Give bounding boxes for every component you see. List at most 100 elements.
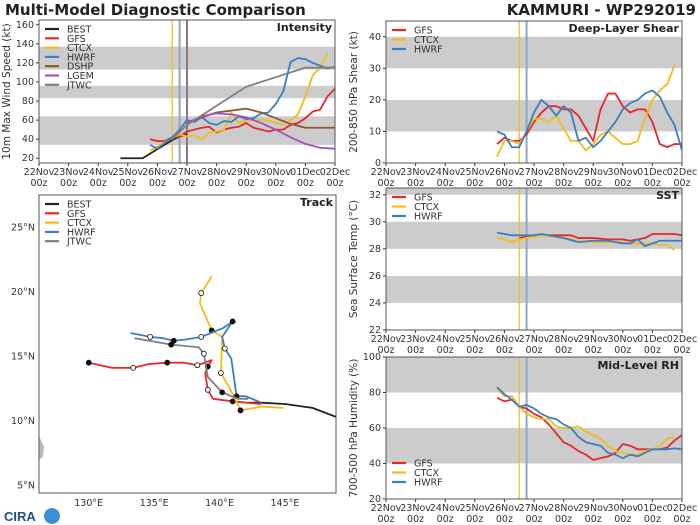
x-tick-label: 00z bbox=[525, 178, 542, 189]
track-point-marker bbox=[229, 318, 236, 325]
sst-panel: 22Nov00z23Nov00z24Nov00z25Nov00z26Nov00z… bbox=[348, 187, 697, 356]
y-tick-label: 40 bbox=[22, 134, 34, 145]
track-point-marker bbox=[217, 370, 224, 376]
panel-title: Track bbox=[300, 196, 334, 209]
legend-label: CTCX bbox=[414, 468, 440, 479]
legend-label: GFS bbox=[67, 34, 86, 45]
x-tick-label: 30Nov bbox=[607, 503, 638, 514]
x-tick-label: 00z bbox=[644, 178, 661, 189]
x-tick-label: 00z bbox=[496, 514, 513, 525]
legend-label: GFS bbox=[414, 193, 433, 204]
series-line-gfs bbox=[496, 92, 682, 149]
x-tick-label: 27Nov bbox=[519, 167, 550, 178]
legend-label: DSHP bbox=[67, 62, 93, 73]
y-axis-label: Sea Surface Temp (°C) bbox=[348, 200, 360, 318]
panel-title: SST bbox=[656, 189, 679, 202]
x-tick-label: 00z bbox=[555, 514, 572, 525]
x-tick-label: 00z bbox=[407, 514, 424, 525]
y-axis-label: 700-500 hPa Humidity (%) bbox=[348, 359, 360, 498]
legend-label: HWRF bbox=[414, 45, 443, 56]
shaded-band bbox=[386, 428, 682, 464]
x-tick-label: 26Nov bbox=[489, 503, 520, 514]
legend-label: GFS bbox=[414, 459, 433, 470]
cira-logo-text: CIRA bbox=[4, 509, 36, 524]
shaded-band bbox=[386, 188, 682, 195]
track-point-marker bbox=[237, 407, 244, 414]
series-line-ctcx bbox=[199, 275, 284, 412]
y-tick-label: 160 bbox=[16, 20, 34, 31]
x-tick-label: 23Nov bbox=[400, 167, 431, 178]
y-tick-label: 20 bbox=[22, 153, 34, 164]
y-tick-label: 26 bbox=[369, 271, 381, 282]
series-line-hwrf bbox=[496, 89, 682, 151]
plot-frame bbox=[385, 187, 683, 331]
legend-label: BEST bbox=[67, 200, 92, 211]
x-tick-label: 00z bbox=[585, 514, 602, 525]
x-tick-label: 00z bbox=[208, 178, 225, 189]
x-tick-label: 24Nov bbox=[83, 167, 114, 178]
storm-title: KAMMURI - WP292019 bbox=[507, 1, 696, 19]
y-tick-label: 15°N bbox=[11, 351, 35, 362]
series-group bbox=[120, 52, 335, 160]
cira-logo-globe-icon bbox=[44, 508, 60, 524]
x-tick-label: 23Nov bbox=[400, 334, 431, 345]
x-tick-label: 00z bbox=[149, 178, 166, 189]
x-tick-label: 00z bbox=[90, 178, 107, 189]
x-tick-label: 00z bbox=[377, 345, 394, 356]
x-tick-label: 00z bbox=[644, 514, 661, 525]
legend-label: HWRF bbox=[67, 52, 96, 63]
x-tick-label: 22Nov bbox=[371, 334, 402, 345]
x-tick-label: 01Dec bbox=[290, 167, 320, 178]
legend-label: HWRF bbox=[414, 212, 443, 223]
y-tick-label: 140 bbox=[16, 39, 34, 50]
y-tick-label: 20 bbox=[369, 95, 381, 106]
panel-title: Intensity bbox=[277, 21, 332, 34]
series-line-lgem bbox=[186, 112, 335, 150]
x-tick-label: 27Nov bbox=[519, 334, 550, 345]
x-tick-label: 00z bbox=[614, 514, 631, 525]
series-line-ctcx bbox=[496, 388, 675, 456]
x-tick-label: 00z bbox=[297, 178, 314, 189]
x-tick-label: 00z bbox=[267, 178, 284, 189]
x-tick-label: 28Nov bbox=[201, 167, 232, 178]
shaded-band bbox=[386, 99, 682, 132]
x-tick-label: 29Nov bbox=[578, 503, 609, 514]
track-point-marker bbox=[229, 398, 236, 405]
x-tick-label: 00z bbox=[673, 178, 690, 189]
x-tick-label: 26Nov bbox=[142, 167, 173, 178]
x-tick-label: 26Nov bbox=[489, 167, 520, 178]
x-tick-label: 28Nov bbox=[548, 167, 579, 178]
shaded-band bbox=[386, 275, 682, 303]
series-line-hwrf bbox=[496, 231, 682, 248]
x-tick-label: 22Nov bbox=[24, 167, 55, 178]
legend-label: HWRF bbox=[67, 227, 96, 238]
track-point-marker bbox=[219, 389, 226, 396]
panel-title: Mid-Level RH bbox=[597, 359, 679, 372]
track-point-marker bbox=[198, 334, 205, 340]
x-tick-label: 145°E bbox=[271, 498, 300, 509]
series-line-gfs bbox=[88, 359, 262, 405]
y-tick-label: 80 bbox=[22, 96, 34, 107]
y-tick-label: 32 bbox=[369, 190, 381, 201]
track-point-marker bbox=[200, 350, 207, 357]
track-point-marker bbox=[204, 386, 211, 393]
x-tick-label: 00z bbox=[407, 345, 424, 356]
x-tick-label: 25Nov bbox=[459, 503, 490, 514]
legend-label: CTCX bbox=[414, 202, 440, 213]
x-tick-label: 27Nov bbox=[519, 503, 550, 514]
x-tick-label: 00z bbox=[326, 178, 343, 189]
x-tick-label: 00z bbox=[407, 178, 424, 189]
plot-frame bbox=[385, 20, 683, 164]
x-tick-label: 27Nov bbox=[172, 167, 203, 178]
x-tick-label: 01Dec bbox=[637, 334, 667, 345]
panel-title: Deep-Layer Shear bbox=[568, 22, 679, 35]
series-group bbox=[496, 386, 682, 461]
track-point-marker bbox=[194, 362, 201, 369]
x-tick-label: 23Nov bbox=[400, 503, 431, 514]
x-tick-label: 25Nov bbox=[112, 167, 143, 178]
series-line-hwrf bbox=[149, 57, 335, 150]
